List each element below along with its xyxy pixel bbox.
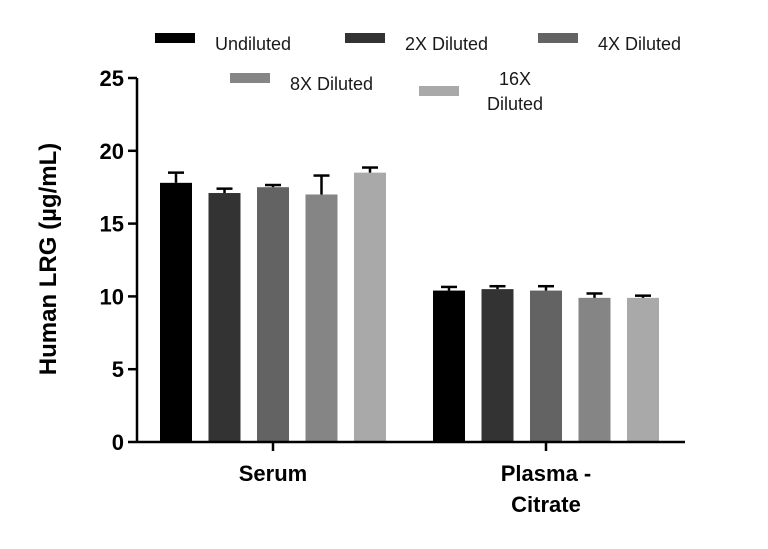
legend-swatch-2 [538,33,578,43]
legend-swatch-4 [419,86,459,96]
legend: Undiluted 2X Diluted 4X Diluted 8X Diluted 1… [155,33,681,114]
bar-0-1 [208,193,241,442]
legend-label-0: Undiluted [215,34,291,54]
x-category-label: Plasma - [501,461,592,486]
bar-1-2 [530,290,562,442]
legend-swatch-1 [345,33,385,43]
y-tick-label: 0 [112,430,124,455]
x-category-label: Serum [239,461,307,486]
legend-label-3: 8X Diluted [290,74,373,94]
y-tick-label: 25 [100,66,124,91]
x-category-label: Citrate [511,492,581,517]
bar-0-4 [354,172,386,442]
bar-0-0 [160,182,192,442]
bar-0-3 [305,194,338,442]
legend-label-2: 4X Diluted [598,34,681,54]
bar-1-1 [481,289,514,442]
y-tick-label: 20 [100,139,124,164]
legend-swatch-3 [230,73,270,83]
legend-swatch-0 [155,33,195,43]
bar-1-4 [627,297,659,442]
y-tick-label: 10 [100,284,124,309]
legend-label-1: 2X Diluted [405,34,488,54]
x-axis: Serum Plasma - Citrate [137,440,685,517]
y-axis: 0 5 10 15 20 25 [100,66,139,455]
y-tick-label: 5 [112,357,124,382]
y-axis-title: Human LRG (µg/mL) [35,143,62,375]
plot-area [160,166,659,442]
bar-1-0 [433,290,465,442]
legend-label-4: Diluted [487,94,543,114]
legend-label-4: 16X [499,69,531,89]
bar-0-2 [257,187,289,442]
y-tick-label: 15 [100,212,124,237]
bar-1-3 [578,297,611,442]
